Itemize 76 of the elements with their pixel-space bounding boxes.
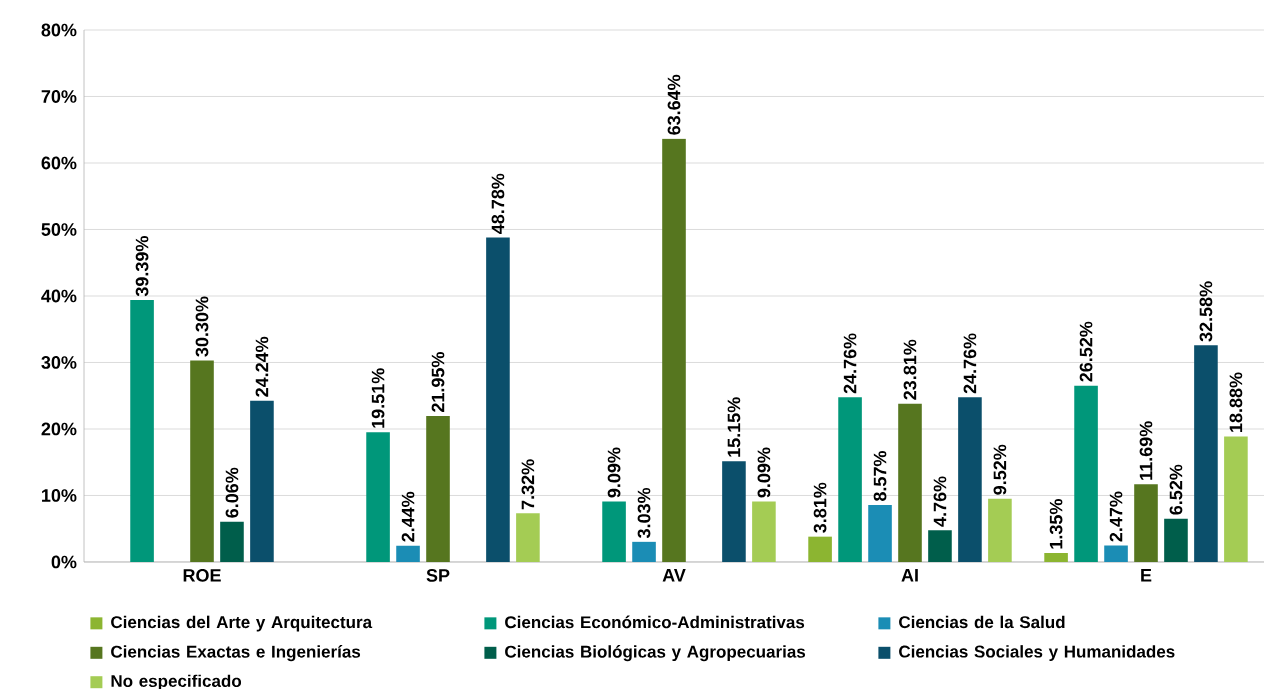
legend-label: Ciencias de la Salud [899, 615, 1065, 629]
data-label: 63.64% [667, 74, 681, 135]
data-label: 32.58% [1199, 281, 1213, 342]
data-label: 18.88% [1229, 372, 1243, 432]
data-label: 3.81% [813, 482, 827, 533]
bar [366, 432, 390, 562]
data-label: 11.69% [1139, 421, 1153, 480]
legend-label: Ciencias Económico-Administrativas [505, 615, 805, 629]
bar [396, 545, 420, 562]
bar [988, 498, 1012, 562]
y-tick-label: 60% [41, 156, 77, 170]
bar [1134, 484, 1158, 562]
bar [426, 416, 450, 562]
data-label: 9.09% [607, 447, 621, 498]
y-tick-label: 0% [51, 555, 77, 569]
legend-label: Ciencias Biológicas y Agropecuarias [505, 645, 806, 662]
data-label: 4.76% [933, 476, 947, 527]
data-label: 2.47% [1109, 491, 1123, 542]
data-label: 3.03% [637, 487, 651, 539]
x-tick-label: E [1141, 569, 1152, 582]
data-label: 24.76% [963, 333, 977, 394]
bar [1194, 345, 1218, 562]
data-label: 15.15% [727, 397, 741, 457]
y-tick-label: 70% [41, 90, 77, 103]
bar [838, 397, 862, 562]
bar [1044, 553, 1068, 562]
bar [602, 501, 626, 562]
y-tick-label: 30% [41, 356, 77, 369]
bar [928, 530, 952, 562]
bar [130, 300, 154, 562]
legend-label: Ciencias Exactas e Ingenierías [111, 645, 361, 662]
data-label: 30.30% [195, 296, 209, 357]
data-label: 23.81% [903, 339, 917, 400]
legend-label: Ciencias del Arte y Arquitectura [111, 615, 373, 632]
y-tick-label: 80% [41, 23, 77, 37]
bar [1164, 518, 1188, 562]
y-tick-label: 20% [41, 422, 77, 436]
bar [958, 397, 982, 562]
data-label: 6.52% [1169, 464, 1183, 515]
bar [486, 237, 510, 562]
data-label: 1.35% [1049, 499, 1063, 549]
data-label: 19.51% [371, 368, 385, 428]
x-tick-label: AI [901, 569, 918, 582]
x-tick-label: AV [662, 569, 686, 582]
bar [1224, 436, 1248, 562]
bar [190, 360, 214, 562]
data-label: 39.39% [135, 236, 149, 297]
bar [898, 403, 922, 562]
bar [632, 541, 656, 562]
bar [752, 501, 776, 562]
legend-label: Ciencias Sociales y Humanidades [899, 645, 1175, 661]
bar [1074, 385, 1098, 562]
y-tick-label: 40% [41, 289, 77, 303]
data-label: 7.32% [521, 459, 535, 510]
data-label: 9.52% [993, 444, 1007, 495]
y-tick-label: 10% [42, 489, 77, 502]
bar [808, 536, 832, 562]
bar [722, 461, 746, 562]
data-label: 26.52% [1079, 321, 1093, 382]
bar [868, 505, 892, 562]
data-label: 24.24% [255, 336, 269, 397]
bar [1104, 545, 1128, 562]
bar [250, 400, 274, 562]
x-tick-label: ROE [183, 569, 221, 582]
data-label: 48.78% [491, 173, 505, 234]
bar [516, 513, 540, 562]
data-label: 9.09% [757, 447, 771, 498]
data-label: 21.95% [431, 352, 445, 412]
data-label: 6.06% [225, 467, 239, 518]
data-label: 24.76% [843, 333, 857, 394]
bar [220, 521, 244, 562]
x-tick-label: SP [426, 569, 450, 582]
y-tick-label: 50% [41, 223, 77, 236]
data-label: 2.44% [401, 491, 415, 542]
bar [662, 138, 686, 562]
data-label: 8.57% [873, 451, 887, 502]
